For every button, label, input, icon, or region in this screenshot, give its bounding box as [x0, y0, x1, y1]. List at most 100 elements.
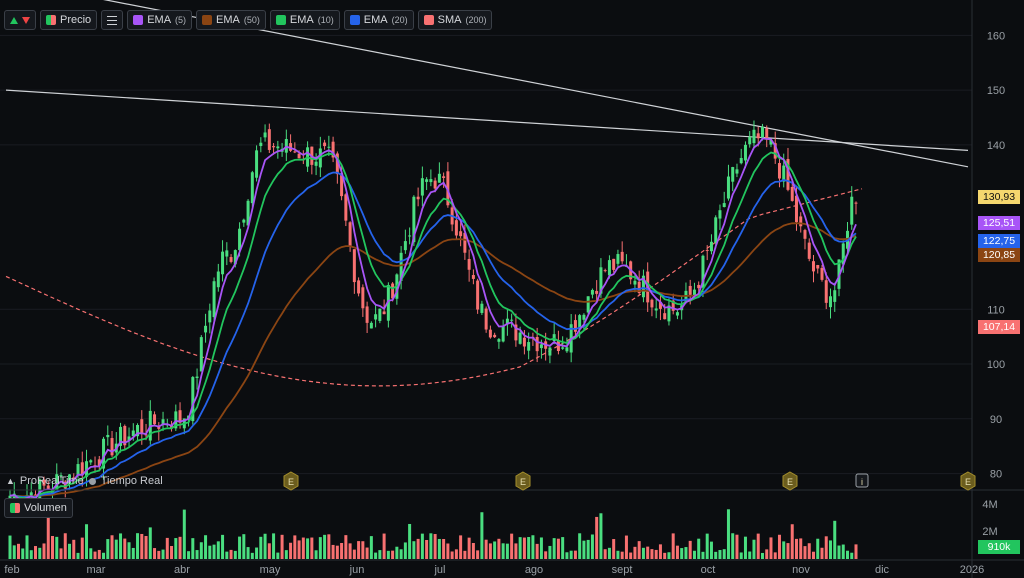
candle-body	[246, 200, 250, 226]
volume-bar	[352, 549, 356, 559]
candle-body	[97, 459, 101, 467]
event-marker: E	[515, 471, 531, 491]
candle-body	[335, 153, 339, 175]
volume-bar	[165, 537, 169, 559]
brand-mode: Tiempo Real	[100, 475, 163, 487]
x-tick-label: 2026	[960, 564, 984, 576]
candle-body	[807, 242, 811, 259]
candle-body	[238, 228, 242, 251]
volume-bar	[114, 539, 118, 559]
volume-bar	[140, 533, 144, 559]
brand-name: ProRealTime	[19, 475, 84, 487]
indicator-list-button[interactable]	[101, 10, 124, 30]
volume-bar	[174, 538, 178, 559]
volume-bar	[667, 552, 671, 559]
volume-bar	[80, 537, 84, 559]
ema-50-line	[10, 222, 857, 498]
candle-body	[289, 143, 293, 151]
event-marker: E	[782, 471, 798, 491]
volume-bar	[425, 540, 429, 559]
volume-bar	[446, 543, 450, 559]
indicator-ema-5[interactable]: EMA (5)	[127, 10, 193, 30]
volume-bar	[106, 539, 110, 559]
candle-body	[314, 161, 318, 166]
indicator-sma-200[interactable]: SMA (200)	[417, 10, 493, 30]
volume-bar	[480, 512, 484, 559]
candle-body	[420, 178, 424, 196]
volume-bar	[63, 533, 67, 559]
candle-body	[119, 426, 123, 446]
candle-body	[225, 250, 229, 257]
x-tick-label: abr	[174, 564, 190, 576]
volume-bar	[552, 538, 556, 559]
candle-body	[777, 163, 781, 179]
volume-bar	[488, 543, 492, 559]
candle-body	[522, 337, 526, 347]
volume-bar	[811, 551, 815, 559]
candle-body	[42, 479, 46, 486]
volume-bar	[535, 543, 539, 559]
candle-body	[794, 195, 798, 223]
candle-body	[641, 275, 645, 298]
candle-body	[548, 347, 552, 356]
candle-body	[110, 438, 114, 456]
volume-bar	[650, 549, 654, 559]
volume-bar	[565, 552, 569, 559]
candle-body	[501, 325, 505, 342]
candle-body	[535, 336, 539, 352]
candle-body	[259, 142, 263, 147]
volume-bar	[335, 545, 339, 559]
volume-bar	[743, 536, 747, 559]
volume-bar	[416, 538, 420, 559]
volume-bar	[807, 543, 811, 559]
volume-bar	[259, 536, 263, 559]
candle-body	[828, 296, 832, 308]
volume-bar	[229, 549, 233, 559]
volume-bar	[153, 548, 157, 559]
price-label-badge: 125,51	[978, 216, 1020, 230]
volume-bar	[76, 552, 80, 559]
volume-bar	[161, 549, 165, 559]
candle-body	[433, 180, 437, 189]
candle-body	[357, 280, 361, 294]
candle-body	[709, 241, 713, 252]
candle-body	[331, 141, 335, 158]
volume-bar	[199, 542, 203, 559]
x-tick-label: jun	[349, 564, 365, 576]
ema-10-line	[9, 151, 857, 499]
candle-body	[242, 219, 246, 223]
list-icon	[107, 15, 118, 25]
indicator-ema-20[interactable]: EMA (20)	[343, 10, 414, 30]
volume-bar	[756, 533, 760, 559]
buy-sell-button[interactable]	[4, 10, 36, 30]
volume-bar	[21, 548, 25, 559]
candle-body	[161, 419, 165, 425]
x-tick-label: sept	[612, 564, 633, 576]
volume-bar	[722, 549, 726, 559]
volume-bar	[382, 533, 386, 559]
candle-body	[378, 308, 382, 321]
candle-body	[340, 173, 344, 197]
volume-bar	[369, 536, 373, 559]
volume-bar	[790, 524, 794, 559]
volume-bar	[242, 534, 246, 559]
volume-bar	[93, 551, 97, 559]
volume-legend-button[interactable]: Volumen	[4, 498, 73, 518]
volume-bar	[191, 538, 195, 559]
volume-bar	[497, 538, 501, 559]
candle-body	[386, 285, 390, 321]
candle-body	[841, 243, 845, 265]
event-badge	[960, 471, 976, 491]
x-tick-label: jul	[433, 564, 445, 576]
candle-body	[637, 281, 641, 293]
candle-body	[748, 136, 752, 145]
volume-bar	[522, 537, 526, 559]
candle-body	[833, 290, 837, 302]
volume-legend[interactable]: Volumen	[4, 498, 73, 518]
price-legend-button[interactable]: Precio	[40, 10, 98, 30]
indicator-ema-10[interactable]: EMA (10)	[269, 10, 340, 30]
volume-bar	[310, 537, 314, 559]
indicator-ema-50[interactable]: EMA (50)	[196, 10, 266, 30]
